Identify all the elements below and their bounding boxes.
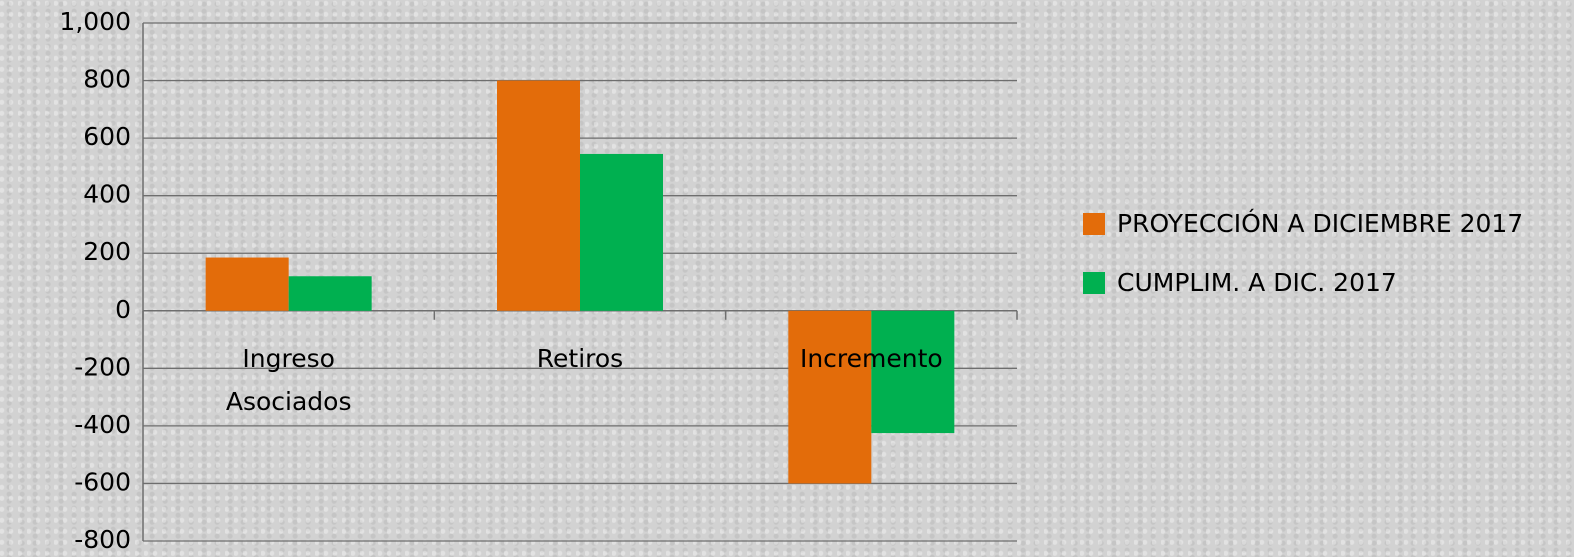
legend-label: PROYECCIÓN A DICIEMBRE 2017 xyxy=(1117,209,1524,238)
y-tick-label: 400 xyxy=(83,180,131,209)
legend-item: CUMPLIM. A DIC. 2017 xyxy=(1083,264,1563,301)
legend: PROYECCIÓN A DICIEMBRE 2017 CUMPLIM. A DI… xyxy=(1083,205,1563,323)
bar xyxy=(497,80,580,311)
legend-item: PROYECCIÓN A DICIEMBRE 2017 xyxy=(1083,205,1563,242)
bar xyxy=(580,153,663,311)
x-tick-label: Incremento xyxy=(800,344,943,373)
bar xyxy=(788,310,872,484)
x-tick-label: Ingreso Asociados xyxy=(226,344,352,416)
y-tick-label: -800 xyxy=(74,525,131,554)
legend-swatch xyxy=(1083,213,1105,235)
legend-swatch xyxy=(1083,272,1105,294)
x-tick-label: Retiros xyxy=(537,344,623,373)
bar xyxy=(288,276,372,311)
y-tick-label: -400 xyxy=(74,410,131,439)
y-tick-label: 800 xyxy=(83,65,131,94)
bar xyxy=(205,257,289,311)
y-tick-label: 0 xyxy=(115,295,131,324)
legend-label: CUMPLIM. A DIC. 2017 xyxy=(1117,268,1397,297)
y-tick-label: -200 xyxy=(74,352,131,381)
y-tick-label: 200 xyxy=(83,237,131,266)
bar xyxy=(871,310,955,434)
y-tick-label: 1,000 xyxy=(59,7,131,36)
y-tick-label: 600 xyxy=(83,122,131,151)
y-tick-label: -600 xyxy=(74,467,131,496)
